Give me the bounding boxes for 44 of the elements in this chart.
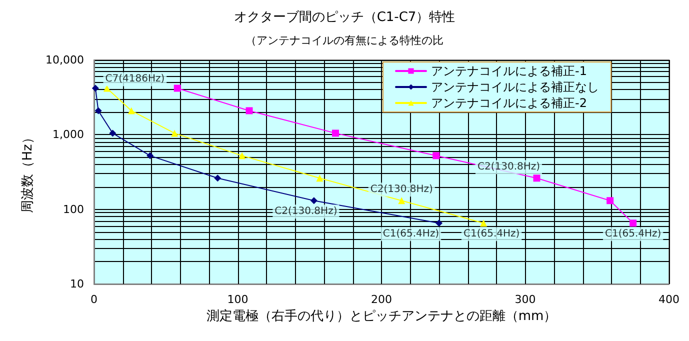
annotation: C1(65.4Hz) xyxy=(463,228,520,240)
y-axis-title: 周波数（Hz） xyxy=(20,131,36,213)
point xyxy=(332,130,339,137)
x-tick-label: 100 xyxy=(227,293,248,306)
x-tick-label: 0 xyxy=(90,293,98,306)
annotation: C1(65.4Hz) xyxy=(382,228,440,240)
point xyxy=(480,220,488,227)
point xyxy=(94,107,102,114)
y-tick-label: 100 xyxy=(63,202,84,216)
chart-subtitle: （アンテナコイルの有無による特性の比 xyxy=(246,34,444,47)
x-tick-label: 400 xyxy=(658,293,680,306)
y-tick-label: 10 xyxy=(70,278,84,290)
annotation: C2(130.8Hz) xyxy=(370,184,433,196)
annotation: C2(130.8Hz) xyxy=(274,206,338,218)
point xyxy=(171,130,178,137)
point xyxy=(103,84,110,92)
point xyxy=(146,152,154,160)
point xyxy=(316,174,324,182)
point xyxy=(398,197,406,204)
point xyxy=(109,130,116,137)
annotation: C2(130.8Hz) xyxy=(477,162,540,173)
annotation: C1(65.4Hz) xyxy=(604,228,662,240)
y-tick-label: 1,000 xyxy=(52,128,84,142)
point xyxy=(310,197,318,204)
point xyxy=(436,220,442,227)
point xyxy=(630,220,637,227)
y-tick-label: 10,000 xyxy=(46,54,84,66)
point xyxy=(92,84,99,92)
point xyxy=(214,174,222,182)
point xyxy=(533,174,540,182)
point xyxy=(174,84,181,92)
x-tick-label: 200 xyxy=(371,293,392,306)
x-tick-label: 300 xyxy=(514,293,536,306)
point xyxy=(432,152,440,160)
legend-label: アンテナコイルによる補正なし xyxy=(431,80,599,94)
x-axis-title: 測定電極（右手の代り）とピッチアンテナとの距離（mm） xyxy=(206,309,557,324)
point xyxy=(246,107,253,114)
point xyxy=(128,107,135,114)
legend-label: アンテナコイルによる補正-2 xyxy=(431,96,587,110)
point xyxy=(238,152,246,160)
chart-title: オクターブ間のピッチ（C1-C7）特性 xyxy=(234,10,456,25)
annotation: C7(4186Hz) xyxy=(105,74,165,85)
point xyxy=(606,197,614,204)
legend-label: アンテナコイルによる補正-1 xyxy=(431,64,587,78)
